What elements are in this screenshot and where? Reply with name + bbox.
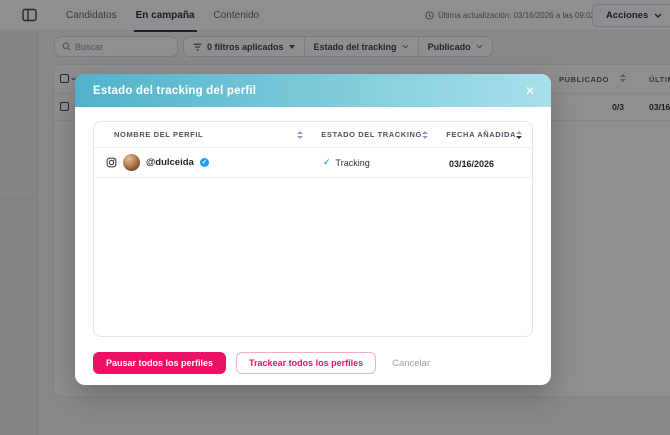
clock-icon — [425, 11, 434, 20]
filter-chip-group: 0 filtros aplicados Estado del tracking … — [183, 36, 493, 57]
last-update-text: Última actualización: 03/16/2026 a las 0… — [438, 11, 595, 20]
collapsed-side-panel — [0, 32, 38, 435]
tab-en-campana[interactable]: En campaña — [133, 0, 197, 32]
search-icon — [62, 42, 71, 51]
chevron-down-icon — [654, 13, 662, 18]
published-filter-label: Publicado — [427, 41, 471, 52]
tracking-filter-chip[interactable]: Estado del tracking — [303, 37, 418, 56]
row-checkbox[interactable] — [60, 102, 69, 111]
search-input[interactable] — [75, 41, 165, 52]
select-all-checkbox[interactable] — [60, 74, 69, 83]
sort-fecha-icon[interactable] — [516, 130, 522, 139]
ultima-actualizacion-value: 03/16/2026 — [649, 102, 670, 112]
date-added: 03/16/2026 — [449, 158, 495, 169]
top-navigation-bar: Candidatos En campaña Contenido Última a… — [0, 0, 670, 32]
filter-toolbar: 0 filtros aplicados Estado del tracking … — [0, 32, 670, 58]
modal-title: Estado del tracking del perfil — [93, 84, 257, 97]
pause-all-profiles-button[interactable]: Pausar todos los perfiles — [93, 352, 227, 374]
filters-applied-chip[interactable]: 0 filtros aplicados — [184, 37, 304, 56]
sort-estado-icon[interactable] — [422, 130, 429, 139]
close-icon[interactable]: ✕ — [524, 83, 535, 98]
panel-divider — [0, 198, 37, 199]
instagram-icon — [106, 157, 117, 168]
tab-candidatos[interactable]: Candidatos — [66, 10, 117, 21]
last-update-status: Última actualización: 03/16/2026 a las 0… — [425, 0, 595, 31]
column-estado-del-tracking: ESTADO DEL TRACKING — [321, 130, 422, 139]
profiles-table-header: NOMBRE DEL PERFIL ESTADO DEL TRACKING FE… — [94, 122, 532, 148]
filter-icon — [193, 43, 202, 51]
tracking-filter-label: Estado del tracking — [313, 41, 397, 52]
sidebar-toggle-icon[interactable] — [22, 8, 37, 22]
checkbox-caret-icon[interactable] — [71, 77, 76, 81]
actions-button-label: Acciones — [606, 10, 649, 21]
profiles-table: NOMBRE DEL PERFIL ESTADO DEL TRACKING FE… — [93, 121, 533, 337]
cancel-button[interactable]: Cancelar — [392, 357, 431, 369]
chevron-down-icon — [402, 44, 409, 49]
tab-contenido[interactable]: Contenido — [213, 10, 260, 21]
column-fecha-anadida: FECHA AÑADIDA — [446, 130, 516, 139]
search-box[interactable] — [54, 36, 178, 57]
main-tabs: Candidatos En campaña Contenido — [64, 0, 261, 32]
sort-nombre-icon[interactable] — [297, 130, 304, 139]
verified-badge-icon: ✓ — [199, 158, 209, 167]
modal-footer: Pausar todos los perfiles Trackear todos… — [93, 352, 430, 374]
sort-publicado-icon[interactable] — [620, 74, 626, 82]
tracking-status-modal: Estado del tracking del perfil ✕ NOMBRE … — [75, 74, 551, 385]
actions-button[interactable]: Acciones — [592, 4, 670, 27]
profile-handle: @dulceida — [146, 157, 194, 168]
track-all-profiles-button[interactable]: Trackear todos los perfiles — [236, 352, 377, 374]
modal-header: Estado del tracking del perfil ✕ — [75, 74, 551, 107]
avatar — [123, 154, 140, 171]
tracking-check-icon: ✓ — [323, 157, 331, 167]
filters-applied-label: 0 filtros aplicados — [207, 41, 284, 52]
caret-down-icon — [288, 44, 295, 49]
published-filter-chip[interactable]: Publicado — [417, 37, 492, 56]
publicado-value: 0/3 — [612, 102, 624, 112]
chevron-down-icon — [476, 44, 483, 49]
column-publicado: PUBLICADO — [559, 75, 609, 84]
tracking-status: Tracking — [335, 157, 370, 168]
profile-row: @dulceida ✓ ✓ Tracking 03/16/2026 — [94, 148, 532, 178]
column-nombre-del-perfil: NOMBRE DEL PERFIL — [114, 130, 204, 139]
column-ultima-actualizacion: ÚLTIMA ACTUALIZACIÓN — [649, 75, 670, 84]
